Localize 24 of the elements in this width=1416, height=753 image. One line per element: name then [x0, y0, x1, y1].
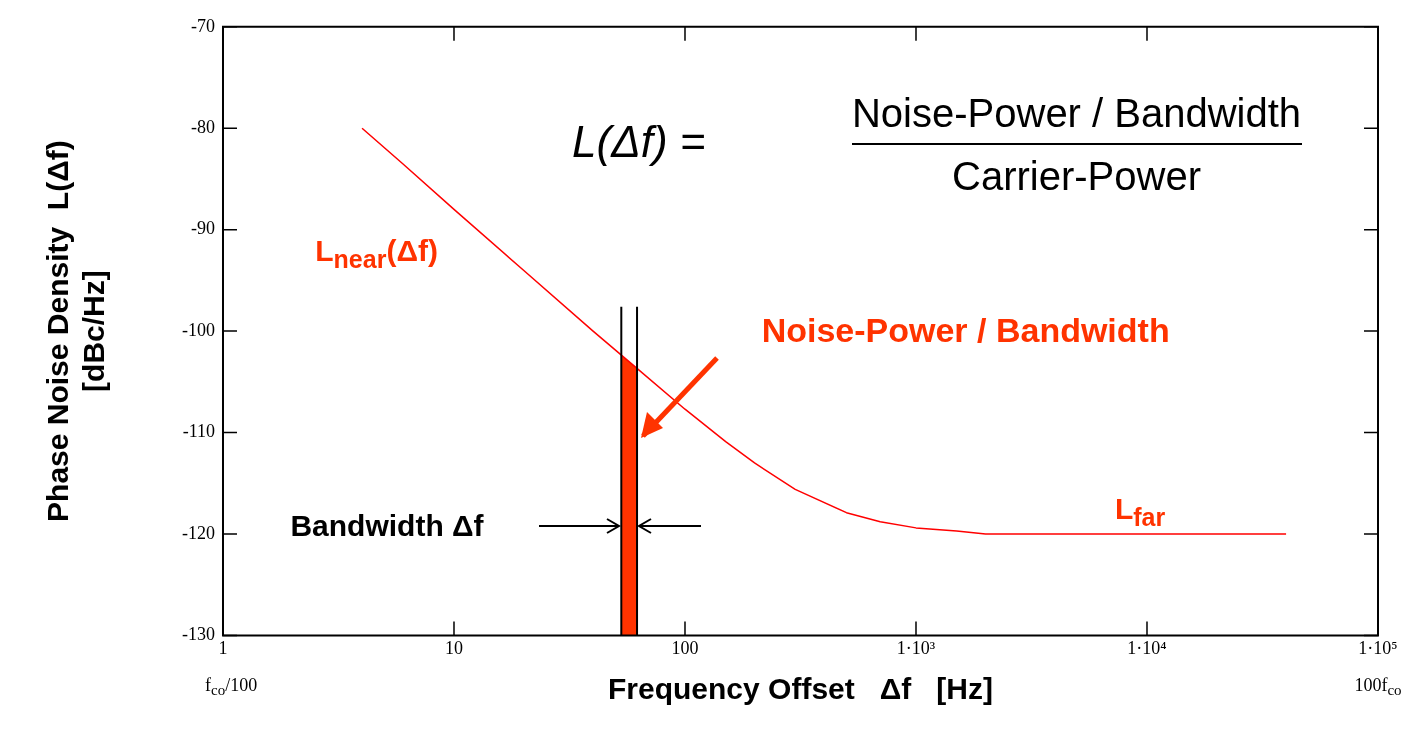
y-tick-label: -70: [190, 15, 215, 36]
annotation: L$_{far}$: [1114, 491, 1166, 532]
annotation: Bandwidth Δf: [290, 509, 484, 544]
x-tick-label: 1·10⁵: [1358, 637, 1398, 658]
x-tick-label: 1·10³: [896, 637, 936, 658]
y-tick-label: -80: [190, 116, 215, 137]
x-axis-title: Frequency Offset Δf [Hz]: [608, 672, 993, 706]
x-tick-label: 1: [218, 637, 228, 658]
annotation: Noise-Power / Bandwidth: [851, 90, 1302, 136]
annotation: L$_{near}$(Δf): [315, 233, 438, 274]
y-tick-label: -90: [190, 218, 215, 239]
annotation: Carrier-Power: [952, 153, 1201, 199]
y-tick-label: -120: [181, 522, 215, 543]
text: f$_{co}$/100: [204, 674, 258, 700]
y-tick-label: -110: [182, 421, 215, 442]
y-tick-label: -130: [181, 624, 215, 645]
y-tick-label: -100: [181, 319, 215, 340]
annotation: L(Δf) =: [572, 117, 706, 168]
annotation: Noise-Power / Bandwidth: [761, 310, 1170, 350]
text: 100f$_{co}$: [1354, 674, 1402, 700]
x-tick-label: 100: [671, 637, 699, 658]
y-axis-title: Phase Noise Density L(Δf) [dBc/Hz]: [41, 140, 111, 522]
x-tick-label: 1·10⁴: [1127, 637, 1167, 658]
x-tick-label: 10: [445, 637, 463, 658]
